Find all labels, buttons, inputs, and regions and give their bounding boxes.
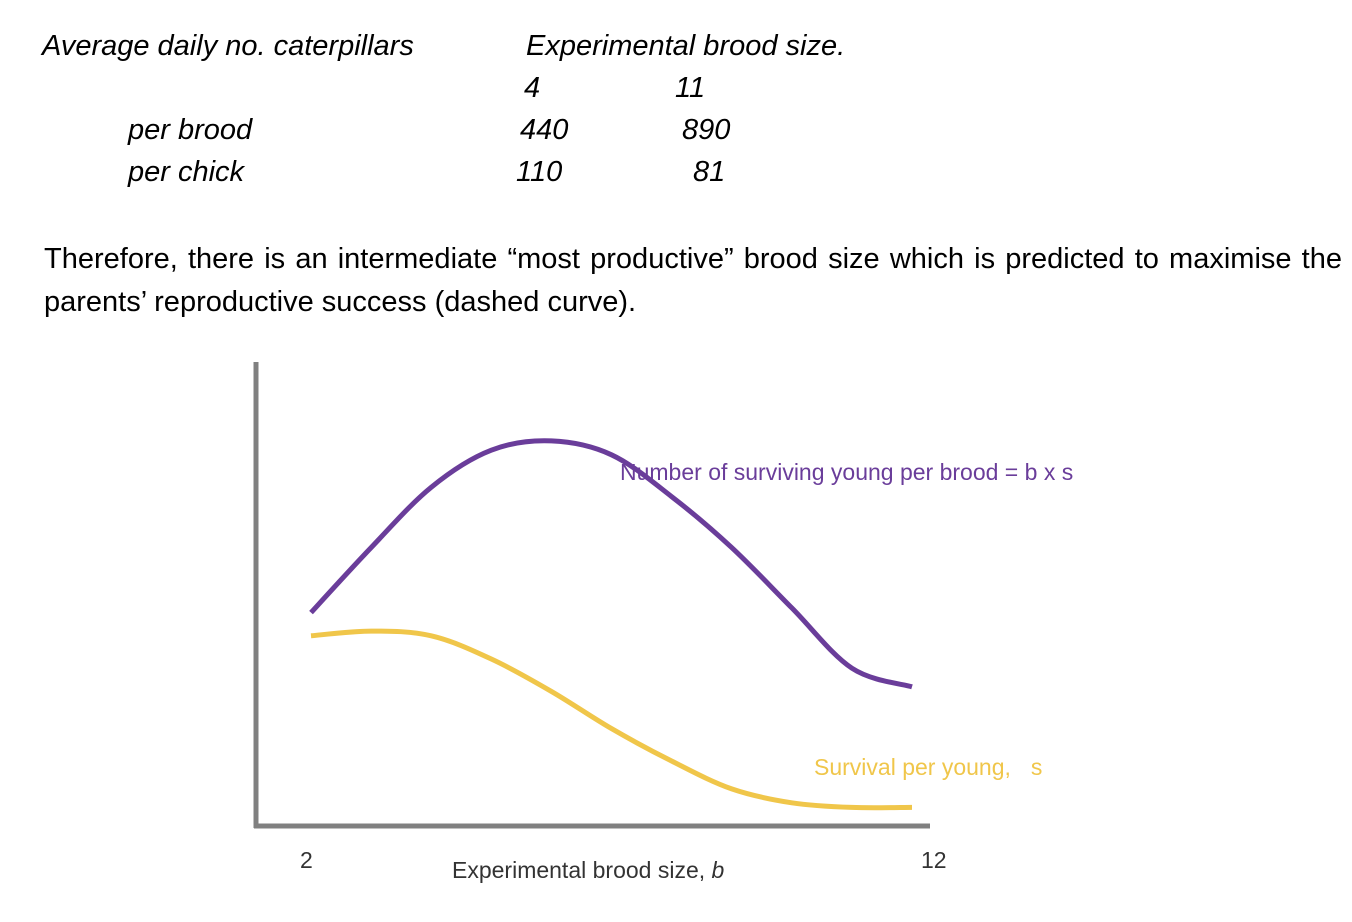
series-label-surviving-young: Number of surviving young per brood = b … [620,459,1073,485]
table-column-4: 4 [524,72,541,104]
x-axis-label-text: Experimental brood size, [452,857,705,883]
cell-per-brood-4: 440 [520,114,569,146]
series-line-survival [310,628,913,811]
cell-per-chick-11: 81 [693,156,726,188]
table-column-header: Experimental brood size. [526,30,846,62]
x-axis-label: Experimental brood size, b [452,857,725,883]
x-tick-min: 2 [300,847,313,873]
series-label-survival: Survival per young, s [814,754,1042,780]
series-label-survival-variable: s [1031,754,1043,780]
table-title: Average daily no. caterpillars [42,30,414,62]
explanation-paragraph: Therefore, there is an intermediate “mos… [44,243,1342,318]
x-tick-max: 12 [921,847,947,873]
table-column-11: 11 [675,72,706,104]
x-axis-label-variable: b [712,857,725,883]
series-label-survival-text: Survival per young, [814,754,1011,780]
cell-per-brood-11: 890 [682,114,731,146]
cell-per-chick-4: 110 [516,156,563,188]
row-label-per-brood: per brood [128,114,253,146]
row-label-per-chick: per chick [128,156,245,188]
series-line-surviving-young [309,438,913,690]
